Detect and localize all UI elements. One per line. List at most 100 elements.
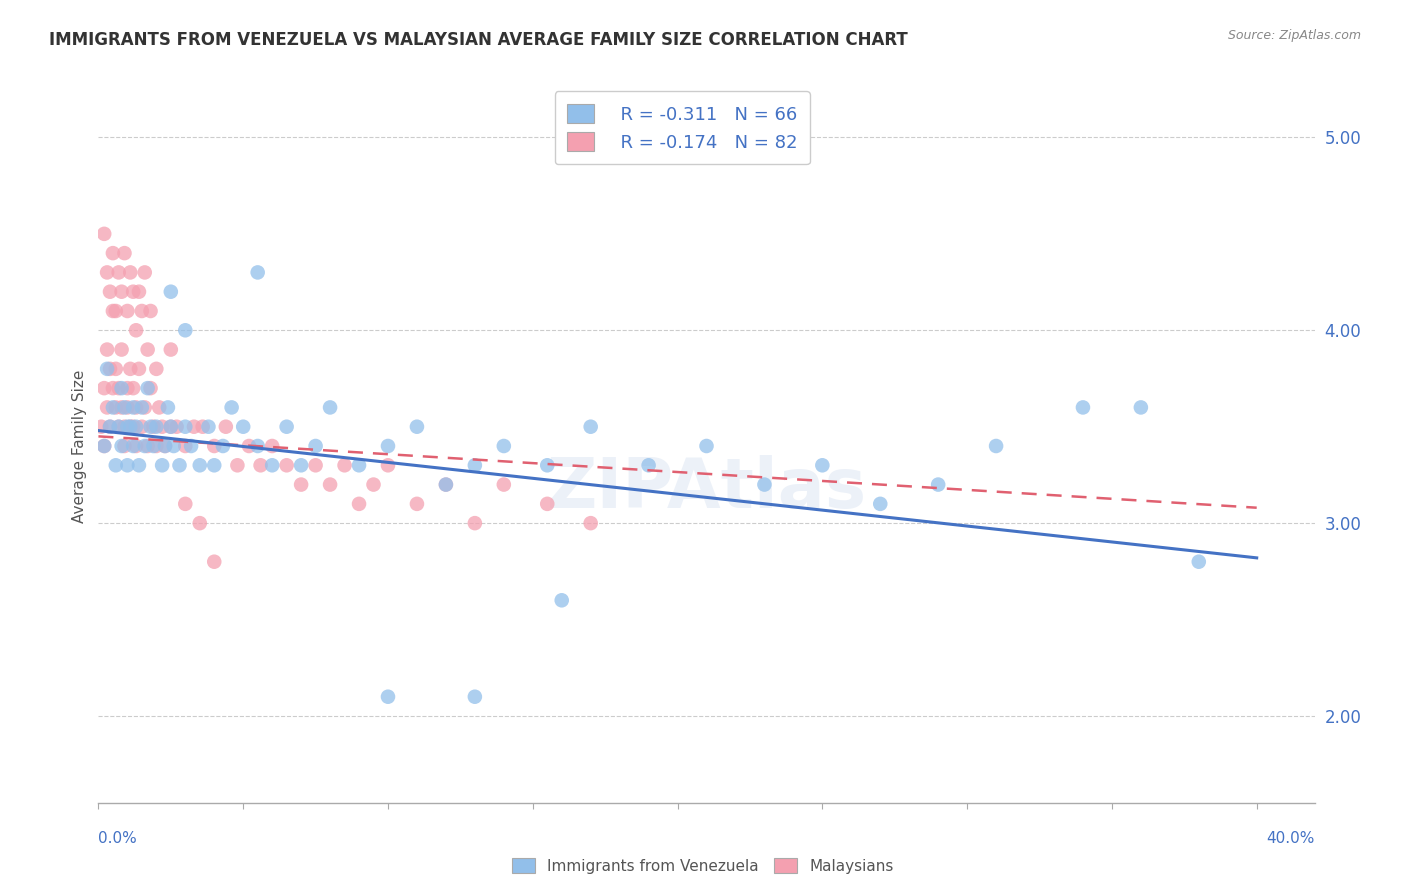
Point xyxy=(122,439,145,453)
Point xyxy=(128,285,150,299)
Point xyxy=(202,458,225,473)
Point xyxy=(276,458,298,473)
Point xyxy=(696,439,718,453)
Point xyxy=(145,439,167,453)
Point xyxy=(536,497,558,511)
Point xyxy=(139,304,162,318)
Point xyxy=(249,458,271,473)
Point xyxy=(246,265,269,279)
Point xyxy=(139,419,162,434)
Point xyxy=(202,439,225,453)
Point xyxy=(377,458,399,473)
Point xyxy=(1129,401,1152,415)
Point xyxy=(142,439,165,453)
Point xyxy=(811,458,834,473)
Point xyxy=(145,362,167,376)
Point xyxy=(174,439,197,453)
Point xyxy=(183,419,205,434)
Point xyxy=(246,439,269,453)
Point xyxy=(927,477,949,491)
Point xyxy=(212,439,235,453)
Point xyxy=(122,419,145,434)
Point xyxy=(434,477,457,491)
Point xyxy=(136,343,159,357)
Point xyxy=(159,419,181,434)
Point xyxy=(290,477,312,491)
Point xyxy=(142,419,165,434)
Point xyxy=(120,419,142,434)
Point xyxy=(98,419,121,434)
Point xyxy=(128,362,150,376)
Point xyxy=(262,458,284,473)
Point xyxy=(159,343,181,357)
Point xyxy=(101,401,124,415)
Point xyxy=(96,362,118,376)
Point xyxy=(139,381,162,395)
Point xyxy=(114,419,136,434)
Point xyxy=(117,419,139,434)
Point xyxy=(96,343,118,357)
Point xyxy=(98,362,121,376)
Point xyxy=(276,419,298,434)
Point xyxy=(232,419,254,434)
Point xyxy=(215,419,238,434)
Point xyxy=(96,401,118,415)
Point xyxy=(107,381,129,395)
Point xyxy=(347,458,370,473)
Point xyxy=(107,419,129,434)
Point xyxy=(191,419,214,434)
Point xyxy=(238,439,260,453)
Point xyxy=(125,401,148,415)
Point xyxy=(150,419,173,434)
Point xyxy=(101,381,124,395)
Text: ZIPAtlas: ZIPAtlas xyxy=(547,455,866,523)
Point xyxy=(377,690,399,704)
Point xyxy=(754,477,776,491)
Point xyxy=(377,439,399,453)
Legend: Immigrants from Venezuela, Malaysians: Immigrants from Venezuela, Malaysians xyxy=(506,852,900,880)
Point xyxy=(101,246,124,260)
Point xyxy=(579,516,602,530)
Point xyxy=(1188,555,1211,569)
Point xyxy=(120,265,142,279)
Point xyxy=(114,401,136,415)
Point xyxy=(262,439,284,453)
Point xyxy=(117,401,139,415)
Point xyxy=(107,265,129,279)
Point xyxy=(551,593,574,607)
Point xyxy=(304,458,326,473)
Point xyxy=(98,419,121,434)
Point xyxy=(122,381,145,395)
Point xyxy=(221,401,243,415)
Point xyxy=(984,439,1007,453)
Point xyxy=(492,439,515,453)
Text: 40.0%: 40.0% xyxy=(1267,831,1315,846)
Point xyxy=(93,439,115,453)
Point xyxy=(96,265,118,279)
Point xyxy=(150,458,173,473)
Point xyxy=(104,304,127,318)
Point xyxy=(128,458,150,473)
Point xyxy=(319,477,342,491)
Text: Source: ZipAtlas.com: Source: ZipAtlas.com xyxy=(1227,29,1361,42)
Point xyxy=(104,401,127,415)
Point xyxy=(93,381,115,395)
Point xyxy=(153,439,176,453)
Point xyxy=(304,439,326,453)
Point xyxy=(114,439,136,453)
Point xyxy=(579,419,602,434)
Point xyxy=(90,419,112,434)
Point xyxy=(536,458,558,473)
Point xyxy=(125,439,148,453)
Point xyxy=(174,323,197,337)
Point xyxy=(290,458,312,473)
Point xyxy=(120,362,142,376)
Point xyxy=(117,304,139,318)
Point xyxy=(169,458,191,473)
Point xyxy=(134,401,156,415)
Point xyxy=(110,381,132,395)
Point xyxy=(464,458,486,473)
Point xyxy=(202,555,225,569)
Point xyxy=(117,458,139,473)
Point xyxy=(131,401,153,415)
